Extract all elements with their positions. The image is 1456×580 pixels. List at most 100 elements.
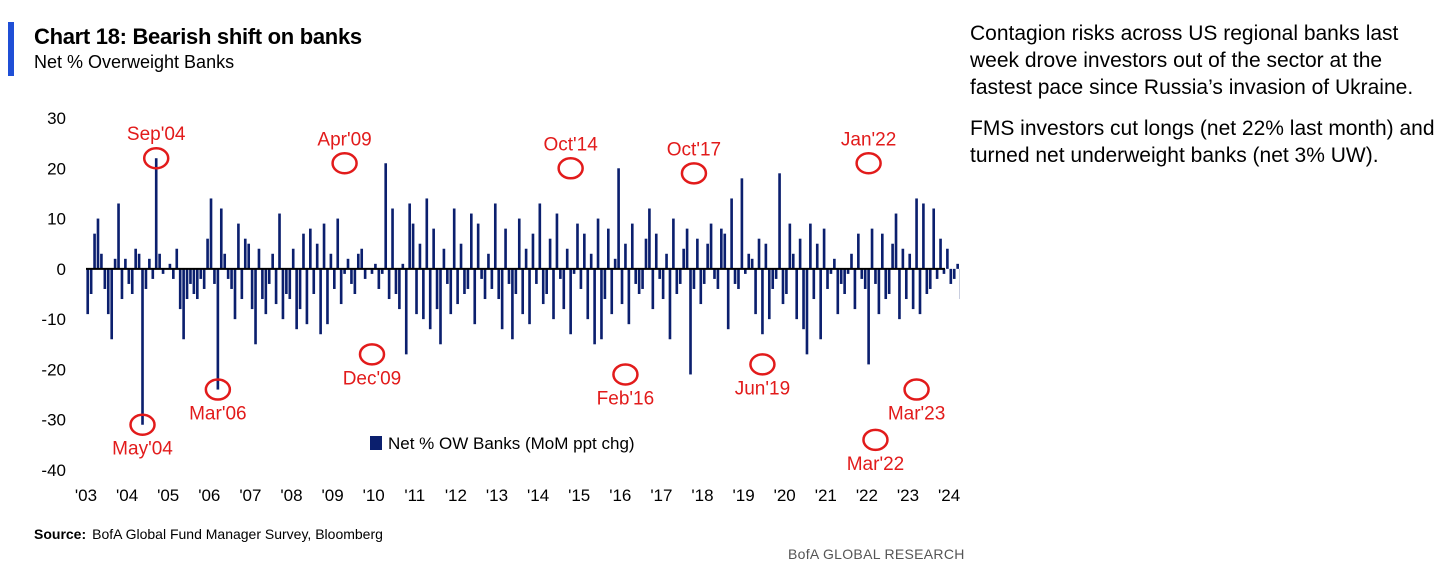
bar — [904, 268, 908, 300]
bar — [863, 268, 867, 289]
bar — [120, 268, 124, 300]
bar — [802, 268, 805, 330]
bar — [689, 268, 692, 375]
bar — [493, 203, 497, 269]
bar — [757, 238, 761, 269]
bar — [336, 218, 340, 269]
bar — [168, 263, 172, 269]
peak-annotations: Sep'04 May'04 Mar'06 Apr'09 Dec'09 Oct'14 Feb'… — [112, 124, 945, 475]
bar — [411, 223, 415, 269]
x-tick-label: '08 — [280, 486, 302, 505]
bar — [192, 268, 196, 294]
annotation-label: Oct'14 — [543, 134, 598, 155]
bar — [576, 223, 579, 269]
bar — [555, 213, 559, 269]
x-tick-label: '22 — [856, 486, 878, 505]
bar — [267, 268, 271, 284]
bar — [500, 268, 504, 330]
bar — [857, 233, 860, 269]
x-tick-label: '14 — [527, 486, 549, 505]
x-tick-label: '20 — [774, 486, 796, 505]
bar — [463, 268, 466, 294]
y-tick-label: -10 — [41, 310, 66, 329]
bar — [754, 268, 757, 315]
bar — [370, 268, 374, 274]
bar — [665, 253, 668, 269]
bar — [298, 268, 302, 310]
bar — [394, 268, 398, 294]
bar — [744, 268, 747, 274]
bar — [822, 228, 826, 269]
bar — [668, 268, 672, 340]
bar — [589, 253, 593, 269]
bar — [261, 268, 264, 300]
annotation: Jun'19 — [735, 353, 790, 399]
bar — [620, 268, 624, 305]
annotation-circle — [331, 152, 358, 175]
bar — [124, 258, 127, 269]
bar — [380, 268, 384, 274]
annotation-label: Mar'06 — [189, 404, 246, 425]
bar — [569, 268, 572, 335]
annotation: Dec'09 — [343, 343, 401, 389]
bar — [243, 238, 247, 269]
bar — [531, 233, 535, 269]
bar — [511, 268, 514, 340]
annotation-circle — [680, 162, 708, 185]
y-tick-label: 10 — [47, 210, 66, 229]
bar — [213, 268, 216, 284]
bar — [839, 268, 843, 284]
bar — [675, 268, 679, 294]
y-tick-label: 30 — [47, 109, 66, 128]
bar — [319, 268, 322, 335]
bar — [480, 268, 483, 279]
bar — [949, 268, 953, 284]
bar — [908, 253, 912, 269]
title-accent-bar — [8, 22, 14, 76]
bar — [137, 253, 141, 269]
annotation: Oct'17 — [667, 139, 721, 185]
bar — [315, 243, 319, 269]
bar — [230, 268, 233, 289]
bar — [644, 238, 648, 269]
annotation-label: Feb'16 — [597, 388, 655, 409]
bar — [449, 268, 453, 315]
bar — [274, 268, 278, 305]
bar — [798, 238, 802, 269]
bar — [487, 253, 490, 269]
bar — [377, 268, 381, 289]
bar — [151, 268, 155, 279]
bar — [528, 268, 531, 325]
annotation: Oct'14 — [543, 134, 598, 180]
bar — [637, 268, 641, 294]
annotation-label: Jun'19 — [735, 378, 790, 399]
bar — [96, 218, 100, 269]
annotation-circle — [903, 378, 930, 401]
bar — [483, 268, 487, 300]
bar — [363, 268, 367, 279]
bar — [404, 268, 408, 355]
commentary: Contagion risks across US regional banks… — [970, 20, 1446, 183]
bar — [761, 268, 764, 335]
bar — [548, 238, 552, 269]
bar — [456, 268, 459, 305]
bar — [952, 268, 956, 279]
bar — [446, 268, 449, 284]
chart-title: Chart 18: Bearish shift on banks — [34, 24, 362, 49]
bar — [791, 253, 795, 269]
bar — [398, 268, 401, 310]
bar — [805, 268, 809, 355]
bar — [942, 268, 946, 274]
annotation-label: Mar'22 — [847, 454, 904, 475]
bar — [106, 268, 110, 315]
legend-label: Net % OW Banks (MoM ppt chg) — [388, 434, 635, 453]
bar — [624, 243, 627, 269]
bar — [565, 248, 569, 269]
bar — [713, 268, 716, 279]
bar — [815, 243, 819, 269]
annotation-circle — [862, 428, 889, 452]
bar — [113, 258, 117, 269]
bar — [733, 268, 737, 284]
bar — [593, 268, 596, 345]
